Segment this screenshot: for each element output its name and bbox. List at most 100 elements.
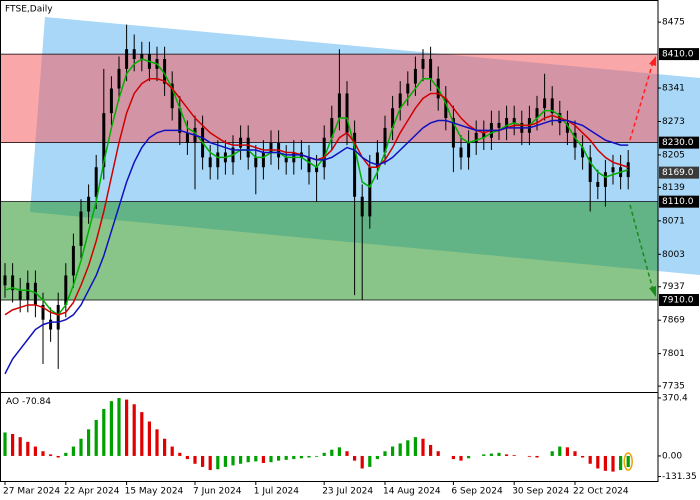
- y-tick-label: 0.00: [662, 451, 682, 461]
- candle-body: [79, 211, 83, 246]
- ao-bar: [261, 455, 265, 463]
- ao-bar: [360, 455, 364, 469]
- candle-body: [444, 98, 448, 119]
- y-tick-label: 8341: [662, 84, 685, 94]
- candle-body: [33, 282, 37, 305]
- candle-body: [178, 108, 182, 133]
- candle-body: [535, 108, 539, 119]
- ao-bar: [391, 446, 395, 456]
- candle-body: [497, 122, 501, 128]
- candle-body: [581, 147, 585, 158]
- level-box: [659, 136, 699, 149]
- candle-body: [383, 127, 387, 153]
- candle-body: [451, 118, 455, 148]
- candle-body: [87, 196, 91, 212]
- ao-bar: [170, 446, 174, 456]
- ao-bar: [26, 441, 30, 456]
- ao-bar: [436, 451, 440, 456]
- ao-bar: [413, 437, 417, 456]
- y-tick-label: 8003: [662, 250, 685, 260]
- candle-body: [474, 132, 478, 143]
- candle-body: [269, 142, 273, 153]
- candle-body: [505, 118, 509, 128]
- candle-body: [64, 275, 68, 305]
- candle-body: [353, 132, 357, 197]
- ao-bar: [398, 443, 402, 456]
- candle-body: [246, 137, 250, 158]
- candle-body: [391, 108, 395, 128]
- last-price-label: 8169.0: [662, 168, 694, 178]
- ao-bar: [3, 432, 7, 456]
- ao-bar: [626, 455, 630, 468]
- ao-bar: [71, 446, 75, 456]
- candle-body: [3, 275, 7, 286]
- ao-bar: [307, 455, 311, 458]
- ao-bar: [421, 438, 425, 456]
- candle-body: [543, 98, 547, 109]
- ao-bar: [117, 398, 121, 456]
- candle-body: [330, 118, 334, 138]
- ao-bar: [558, 446, 562, 456]
- candle-body: [550, 98, 554, 114]
- candle-body: [398, 93, 402, 109]
- ao-bar: [406, 440, 410, 456]
- candle-body: [413, 68, 417, 84]
- candle-body: [261, 152, 265, 168]
- x-tick-label: 14 Aug 2024: [383, 487, 441, 497]
- candle-body: [125, 49, 129, 69]
- ao-bar: [588, 455, 592, 464]
- ao-bar: [33, 446, 37, 456]
- ao-bar: [201, 455, 205, 467]
- ao-value: -70.84: [22, 397, 51, 407]
- x-tick-label: 1 Jul 2024: [254, 487, 299, 497]
- ao-bar: [94, 419, 98, 456]
- candle-body: [163, 59, 167, 84]
- y-tick-label: 7735: [662, 382, 685, 392]
- ao-name: AO: [6, 397, 19, 407]
- ao-bar: [429, 444, 433, 456]
- candle-body: [49, 319, 53, 330]
- candle-body: [337, 93, 341, 119]
- ao-bar: [353, 455, 357, 461]
- level-label: 8110.0: [662, 197, 694, 207]
- ao-bar: [64, 452, 68, 456]
- ao-bar: [178, 452, 182, 456]
- ao-bar: [277, 455, 281, 461]
- candle-body: [94, 167, 98, 197]
- candle-body: [421, 59, 425, 69]
- candle-body: [18, 290, 22, 301]
- y-tick-label: 8139: [662, 183, 685, 193]
- candle-body: [140, 54, 144, 60]
- resistance-zone: [0, 54, 658, 143]
- candle-body: [315, 167, 319, 173]
- ao-bar: [163, 438, 167, 456]
- ao-bar: [125, 399, 129, 456]
- y-tick-label: 8475: [662, 18, 685, 28]
- chart-title: FTSE,Daily: [5, 5, 53, 15]
- x-tick-label: 7 Jun 2024: [193, 487, 242, 497]
- ao-bar: [330, 449, 334, 456]
- ao-bar: [535, 455, 539, 458]
- candle-body: [216, 152, 220, 168]
- level-box: [659, 294, 699, 307]
- ao-bar: [482, 454, 486, 456]
- candle-body: [360, 196, 364, 217]
- x-tick-label: 27 Mar 2024: [3, 487, 60, 497]
- y-tick-label: 8273: [662, 117, 685, 127]
- ao-label: AO -70.84: [6, 397, 51, 407]
- y-tick-label: 7937: [662, 282, 685, 292]
- ao-bar: [337, 447, 341, 456]
- ao-highlight: [623, 452, 633, 471]
- ao-bar: [79, 438, 83, 456]
- candle-body: [482, 132, 486, 138]
- candle-body: [239, 137, 243, 148]
- ao-bar: [368, 455, 372, 467]
- ao-bar: [573, 451, 577, 456]
- candle-body: [459, 147, 463, 158]
- ao-bar: [497, 452, 501, 456]
- ao-border: [0, 392, 659, 482]
- ao-bar: [269, 455, 273, 463]
- ao-bar: [375, 455, 379, 460]
- ao-bar: [102, 408, 106, 456]
- level-box: [659, 195, 699, 208]
